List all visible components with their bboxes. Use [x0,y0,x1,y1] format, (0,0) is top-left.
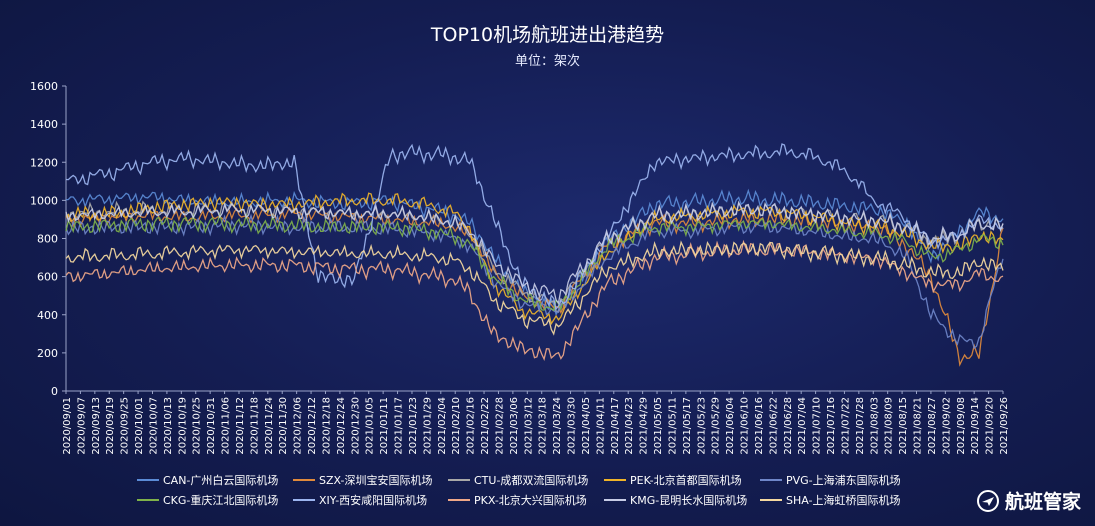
x-tick-label: 2020/11/12 [235,397,246,455]
x-tick-label: 2021/09/08 [956,397,967,455]
series-line [65,200,1004,305]
x-tick-label: 2021/04/11 [595,397,606,455]
x-tick-label: 2021/09/26 [999,397,1010,455]
x-tick-label: 2021/09/20 [985,397,996,455]
series-line [65,239,1004,361]
x-tick-label: 2021/07/28 [855,397,866,455]
x-tick-label: 2021/08/27 [927,397,938,455]
legend-label: XIY-西安咸阳国际机场 [319,493,427,507]
legend-label: SHA-上海虹桥国际机场 [786,493,901,507]
x-tick-label: 2021/05/29 [711,397,722,455]
x-tick-label: 2020/11/06 [221,397,232,455]
x-tick-label: 2020/09/25 [120,397,131,455]
airplane-circle-icon [976,489,999,512]
x-tick-label: 2020/12/18 [321,397,332,455]
y-tick-label: 200 [37,347,58,360]
x-tick-label: 2021/02/28 [494,397,505,455]
series-line [65,192,1004,326]
x-tick-label: 2021/05/17 [682,397,693,455]
legend-label: KMG-昆明长水国际机场 [630,493,747,507]
x-tick-label: 2020/09/13 [91,397,102,455]
x-tick-label: 2021/06/22 [768,397,779,455]
x-tick-label: 2021/09/14 [970,397,981,455]
y-tick-label: 1600 [30,80,58,93]
x-tick-label: 2021/05/05 [653,397,664,455]
chart-subtitle: 单位：架次 [514,54,580,69]
x-tick-label: 2021/04/05 [581,397,592,455]
brand-name: 航班管家 [1004,491,1081,513]
x-tick-label: 2020/10/13 [163,397,174,455]
x-tick-label: 2020/09/01 [62,397,73,455]
x-tick-label: 2021/03/30 [567,397,578,455]
x-tick-label: 2021/08/21 [913,397,924,455]
x-tick-label: 2021/03/06 [509,397,520,455]
x-tick-label: 2021/02/04 [437,397,448,455]
x-tick-label: 2021/08/03 [869,397,880,455]
x-tick-label: 2021/04/23 [624,397,635,455]
legend-label: SZX-深圳宝安国际机场 [319,473,432,487]
x-tick-label: 2021/01/05 [365,397,376,455]
x-tick-label: 2020/10/19 [177,397,188,455]
x-tick-label: 2021/06/10 [740,397,751,455]
series-line [65,212,1004,312]
y-tick-label: 1400 [30,118,58,131]
legend-label: CAN-广州白云国际机场 [163,473,278,487]
series-line [65,240,1004,336]
x-tick-label: 2020/09/19 [105,397,116,455]
legend-label: PKX-北京大兴国际机场 [474,493,587,507]
x-tick-label: 2020/11/18 [249,397,260,455]
x-tick-label: 2021/07/10 [812,397,823,455]
x-tick-label: 2020/10/25 [192,397,203,455]
x-tick-label: 2020/10/01 [134,397,145,455]
x-tick-label: 2020/11/24 [264,397,275,455]
x-tick-label: 2021/05/11 [667,397,678,455]
y-tick-label: 400 [37,309,58,322]
x-tick-label: 2021/03/18 [538,397,549,455]
x-tick-label: 2021/06/28 [783,397,794,455]
x-tick-label: 2020/12/30 [350,397,361,455]
x-tick-label: 2021/08/15 [898,397,909,455]
y-tick-label: 800 [37,233,58,246]
x-tick-label: 2021/05/23 [696,397,707,455]
y-tick-label: 600 [37,271,58,284]
x-tick-label: 2021/02/10 [451,397,462,455]
x-tick-label: 2021/04/29 [639,397,650,455]
chart-title: TOP10机场航班进出港趋势 [430,24,665,46]
y-tick-label: 1000 [30,194,58,207]
x-tick-label: 2020/10/31 [206,397,217,455]
x-tick-label: 2021/07/22 [840,397,851,455]
x-tick-label: 2021/02/16 [466,397,477,455]
x-tick-label: 2021/08/09 [884,397,895,455]
series-line [65,188,1004,317]
x-tick-label: 2021/02/22 [480,397,491,455]
x-tick-label: 2021/01/29 [422,397,433,455]
brand: 航班管家 [976,487,1081,514]
legend-label: CTU-成都双流国际机场 [474,473,588,487]
x-tick-label: 2021/07/16 [826,397,837,455]
x-tick-label: 2021/07/04 [797,397,808,455]
x-tick-label: 2021/01/11 [379,397,390,455]
x-tick-label: 2021/09/02 [941,397,952,455]
legend-label: CKG-重庆江北国际机场 [163,493,278,507]
x-tick-label: 2021/01/23 [408,397,419,455]
x-tick-label: 2020/12/24 [336,397,347,455]
legend-label: PEK-北京首都国际机场 [630,473,742,487]
y-tick-label: 0 [51,385,58,398]
y-tick-label: 1200 [30,156,58,169]
x-tick-label: 2020/12/12 [307,397,318,455]
x-tick-label: 2020/09/07 [76,397,87,455]
legend-label: PVG-上海浦东国际机场 [786,473,901,487]
x-tick-label: 2021/01/17 [394,397,405,455]
x-tick-label: 2021/03/12 [523,397,534,455]
x-tick-label: 2020/11/30 [278,397,289,455]
x-tick-label: 2021/03/24 [552,397,563,455]
series-line [65,143,1004,311]
x-tick-label: 2020/12/06 [293,397,304,455]
x-tick-label: 2020/10/07 [148,397,159,455]
x-tick-label: 2021/04/17 [610,397,621,455]
x-tick-label: 2021/06/04 [725,397,736,455]
x-tick-label: 2021/06/16 [754,397,765,455]
